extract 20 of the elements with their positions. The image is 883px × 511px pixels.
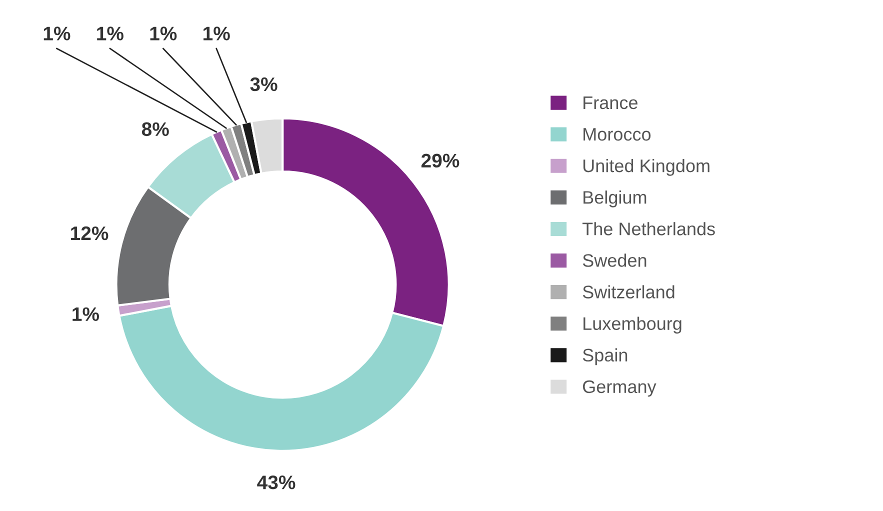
- data-label: 12%: [71, 226, 108, 240]
- legend-label: Spain: [582, 348, 628, 366]
- legend-label: Switzerland: [582, 285, 674, 298]
- legend-label: Sweden: [582, 254, 646, 267]
- data-label: 29%: [421, 154, 460, 168]
- data-label: 1%: [150, 26, 177, 40]
- data-label: 1%: [204, 26, 230, 40]
- legend-label: France: [584, 96, 638, 110]
- legend-label: Belgium: [584, 190, 646, 208]
- data-label: 1%: [97, 26, 124, 40]
- data-label: 43%: [257, 476, 296, 490]
- data-label: 1%: [72, 307, 100, 321]
- legend-label: Morocco: [584, 128, 651, 141]
- legend-label: United Kingdom: [583, 158, 710, 176]
- data-label: 3%: [250, 77, 278, 92]
- data-label: 1%: [44, 26, 70, 40]
- data-label: 8%: [142, 122, 169, 136]
- legend-label: The Netherlands: [582, 222, 715, 236]
- legend-label: Germany: [582, 380, 656, 397]
- legend-label: Luxembourg: [584, 316, 682, 334]
